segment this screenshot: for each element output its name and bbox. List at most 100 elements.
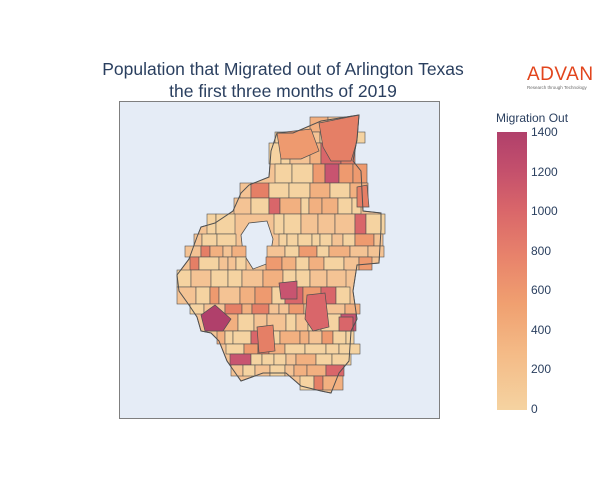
census-tract[interactable] [250, 182, 270, 199]
census-tract[interactable] [250, 197, 270, 215]
census-tract-high[interactable] [304, 292, 330, 332]
census-tract[interactable] [218, 256, 229, 271]
census-tract[interactable] [300, 197, 310, 215]
census-tract[interactable] [342, 233, 356, 247]
census-tract[interactable] [337, 197, 353, 215]
census-tract[interactable] [227, 256, 237, 271]
census-tract[interactable] [285, 313, 297, 332]
census-tract[interactable] [332, 330, 347, 345]
census-tract[interactable] [344, 303, 361, 315]
census-tract[interactable] [269, 364, 286, 377]
census-tract[interactable] [352, 163, 368, 184]
census-tract[interactable] [349, 245, 369, 258]
census-tract[interactable] [232, 330, 252, 345]
census-tract[interactable] [266, 245, 286, 258]
census-tract[interactable] [312, 163, 326, 184]
census-tract[interactable] [316, 245, 330, 258]
census-tract[interactable] [235, 256, 247, 271]
census-tract[interactable] [293, 364, 308, 377]
census-tract[interactable] [317, 213, 336, 235]
census-tract[interactable] [309, 269, 328, 288]
census-tract[interactable] [338, 163, 354, 184]
census-tract[interactable] [273, 213, 285, 235]
census-tract[interactable] [334, 213, 356, 235]
census-tract[interactable] [265, 256, 283, 271]
census-tract[interactable] [279, 330, 301, 345]
census-tract[interactable] [216, 330, 226, 345]
census-tract[interactable] [323, 256, 345, 271]
census-tract[interactable] [299, 330, 310, 345]
census-tract[interactable] [227, 269, 243, 288]
census-tract[interactable] [331, 353, 352, 366]
census-tract[interactable] [281, 256, 297, 271]
census-tract[interactable] [284, 343, 306, 355]
census-tract[interactable] [241, 303, 253, 315]
census-tract[interactable] [315, 353, 333, 366]
census-tract[interactable] [241, 269, 264, 288]
census-tract[interactable] [243, 343, 259, 355]
census-tract-high[interactable] [338, 316, 354, 332]
census-tract[interactable] [285, 353, 297, 366]
census-tract[interactable] [291, 163, 314, 184]
census-tract[interactable] [273, 353, 287, 366]
map-plot-area[interactable] [119, 101, 440, 419]
census-tract[interactable] [297, 233, 313, 247]
census-tract[interactable] [268, 197, 281, 215]
census-tract[interactable] [324, 163, 340, 184]
census-tract[interactable] [286, 233, 299, 247]
census-tract[interactable] [209, 245, 224, 258]
census-tract[interactable] [210, 269, 229, 288]
census-tract[interactable] [308, 330, 323, 345]
census-tract[interactable] [322, 375, 344, 391]
census-tract[interactable] [311, 233, 321, 247]
census-tract[interactable] [308, 256, 325, 271]
census-tract[interactable] [242, 364, 256, 377]
census-tract[interactable] [268, 303, 280, 315]
census-tract[interactable] [233, 197, 252, 215]
census-tract[interactable] [328, 245, 351, 258]
census-tract[interactable] [239, 286, 256, 305]
census-tract[interactable] [224, 303, 243, 315]
census-tract[interactable] [354, 233, 375, 247]
census-tract[interactable] [279, 197, 302, 215]
census-tract-high[interactable] [200, 304, 232, 332]
census-tract[interactable] [288, 182, 311, 199]
census-tract[interactable] [331, 233, 344, 247]
census-tract[interactable] [313, 375, 324, 391]
census-tract[interactable] [250, 353, 263, 366]
census-tract[interactable] [319, 233, 333, 247]
census-tract[interactable] [218, 286, 241, 305]
census-tract[interactable] [300, 213, 319, 235]
census-tract[interactable] [209, 286, 220, 305]
census-tract[interactable] [190, 269, 212, 288]
choropleth-map[interactable] [120, 102, 440, 419]
census-tract[interactable] [308, 197, 323, 215]
census-tract-high[interactable] [276, 128, 320, 160]
census-tract[interactable] [288, 303, 305, 315]
census-tract[interactable] [261, 353, 275, 366]
census-tract[interactable] [278, 303, 290, 315]
census-tract[interactable] [254, 286, 273, 305]
census-tract[interactable] [295, 269, 311, 288]
census-tract[interactable] [354, 213, 367, 235]
census-tract[interactable] [298, 245, 318, 258]
census-tract[interactable] [365, 213, 386, 235]
census-tract-high[interactable] [278, 280, 298, 300]
census-tract[interactable] [229, 353, 252, 366]
census-tract[interactable] [189, 256, 200, 271]
census-tract-high[interactable] [356, 184, 370, 208]
census-tract[interactable] [295, 353, 317, 366]
census-tract[interactable] [304, 343, 327, 355]
census-tract[interactable] [254, 364, 271, 377]
census-tract-high[interactable] [256, 324, 276, 354]
census-tract[interactable] [329, 182, 351, 199]
census-tract[interactable] [268, 182, 290, 199]
census-tract[interactable] [215, 213, 236, 235]
census-tract[interactable] [326, 269, 347, 288]
census-tract[interactable] [200, 245, 211, 258]
census-tract[interactable] [216, 233, 237, 247]
census-tract[interactable] [367, 245, 385, 258]
census-tract[interactable] [222, 245, 233, 258]
census-tract[interactable] [274, 163, 293, 184]
census-tract[interactable] [284, 364, 295, 377]
